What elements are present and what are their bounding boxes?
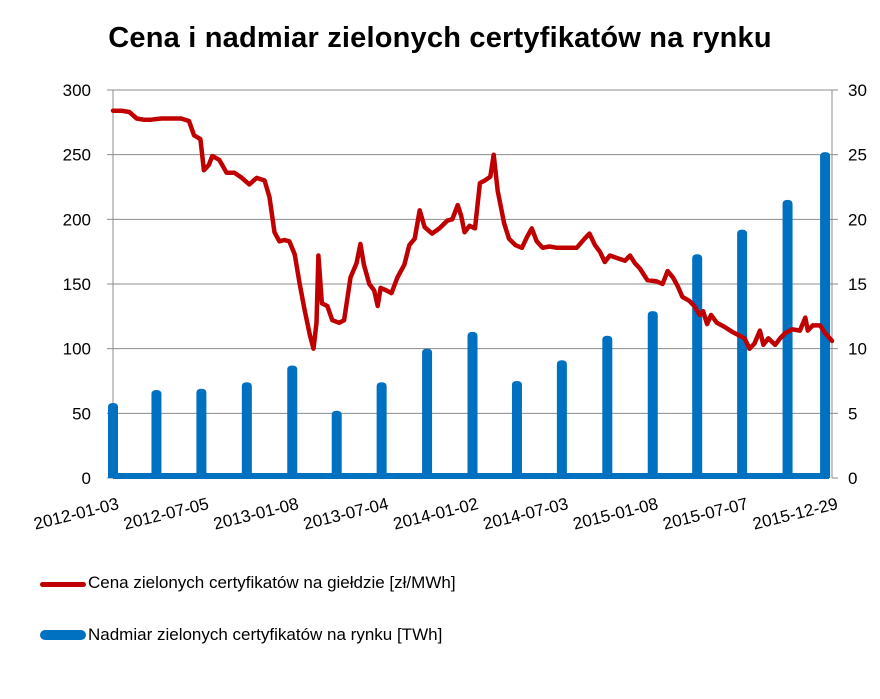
- price-series: [110, 108, 835, 351]
- surplus-spike: [287, 365, 298, 478]
- surplus-spike: [737, 229, 748, 478]
- x-tick-label: 2013-01-08: [212, 494, 301, 533]
- x-tick-label: 2015-12-29: [751, 494, 840, 533]
- legend-label-surplus: Nadmiar zielonych certyfikatów na rynku …: [88, 625, 443, 644]
- y-right-tick-label: 15: [848, 275, 867, 294]
- surplus-spike: [467, 331, 478, 478]
- x-tick-label: 2015-01-08: [571, 494, 660, 533]
- surplus-spike: [151, 390, 162, 478]
- legend-swatch-surplus: [40, 630, 86, 640]
- surplus-spike: [692, 254, 703, 478]
- surplus-spike: [820, 152, 831, 478]
- y-right-tick-label: 0: [848, 469, 857, 488]
- x-tick-label: 2012-07-05: [122, 494, 211, 533]
- x-tick-label: 2013-07-04: [301, 494, 390, 533]
- y-left-tick-labels: 0 50 100 150 200 250 300: [63, 81, 91, 488]
- surplus-spike: [331, 410, 342, 478]
- x-tick-label: 2014-01-02: [391, 494, 480, 533]
- y-right-tick-label: 5: [848, 404, 857, 423]
- surplus-spike: [511, 381, 522, 478]
- surplus-spike: [556, 360, 567, 478]
- x-tick-labels: 2012-01-03 2012-07-05 2013-01-08 2013-07-04…: [32, 494, 840, 533]
- y-left-tick-label: 0: [82, 469, 91, 488]
- x-tick-label: 2015-07-07: [661, 494, 750, 533]
- surplus-spike: [108, 402, 118, 478]
- y-left-tick-label: 200: [63, 210, 91, 229]
- y-left-tick-label: 100: [63, 340, 91, 359]
- surplus-spike: [241, 382, 252, 478]
- y-right-tick-label: 10: [848, 340, 867, 359]
- y-right-tick-label: 20: [848, 210, 867, 229]
- legend-label-price: Cena zielonych certyfikatów na giełdzie …: [88, 573, 456, 592]
- y-left-tick-label: 300: [63, 81, 91, 100]
- surplus-spike: [647, 311, 658, 478]
- y-left-tick-label: 50: [72, 404, 91, 423]
- y-left-tick-label: 150: [63, 275, 91, 294]
- surplus-series: [108, 152, 831, 479]
- surplus-spike: [196, 388, 207, 478]
- x-tick-label: 2014-07-03: [481, 494, 570, 533]
- surplus-spike: [376, 382, 387, 478]
- legend-swatch-price: [40, 582, 86, 587]
- chart-title: Cena i nadmiar zielonych certyfikatów na…: [108, 22, 772, 54]
- y-right-tick-labels: 0 5 10 15 20 25 30: [848, 81, 867, 488]
- surplus-spike: [602, 335, 613, 478]
- y-right-tick-label: 25: [848, 146, 867, 165]
- y-left-tick-label: 250: [63, 146, 91, 165]
- surplus-spike: [422, 348, 433, 478]
- surplus-spike: [782, 199, 793, 478]
- x-tick-label: 2012-01-03: [32, 494, 121, 533]
- price-line: [110, 108, 835, 351]
- y-right-tick-label: 30: [848, 81, 867, 100]
